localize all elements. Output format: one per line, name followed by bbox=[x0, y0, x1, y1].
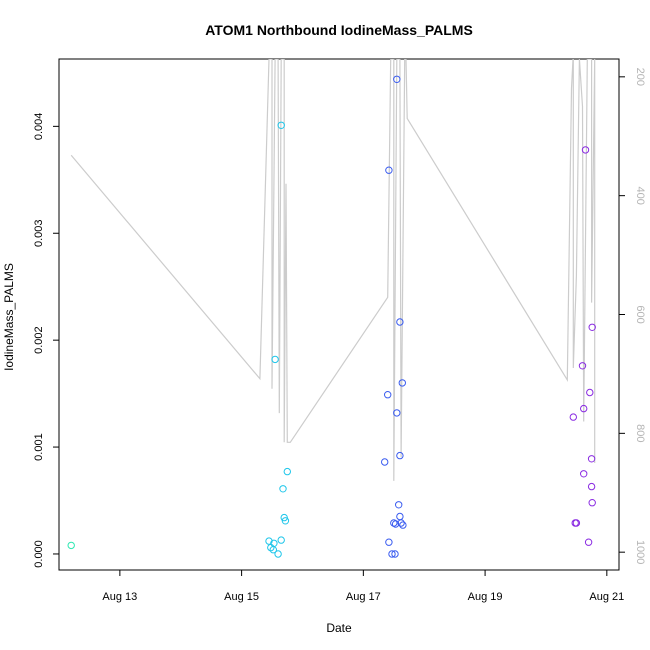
secondary-line-layer bbox=[70, 59, 596, 481]
x-axis-label: Date bbox=[326, 621, 352, 635]
plot-frame bbox=[58, 58, 620, 571]
data-point bbox=[279, 485, 287, 493]
points-layer bbox=[67, 75, 596, 558]
data-point bbox=[580, 470, 588, 478]
secondary-series-line bbox=[70, 59, 596, 481]
data-point bbox=[274, 550, 282, 558]
data-point bbox=[397, 519, 405, 527]
data-point bbox=[271, 355, 279, 364]
data-point bbox=[396, 318, 404, 326]
data-point bbox=[578, 362, 587, 370]
right-axis: 200 400 600 800 1000 bbox=[618, 68, 646, 564]
data-point bbox=[572, 519, 581, 527]
data-point bbox=[265, 537, 273, 545]
x-tick-label: Aug 21 bbox=[589, 591, 624, 603]
data-point bbox=[277, 536, 285, 544]
data-point bbox=[388, 550, 396, 558]
data-point bbox=[385, 166, 393, 174]
right-tick-label: 400 bbox=[634, 186, 646, 204]
data-point bbox=[391, 550, 399, 558]
data-point bbox=[270, 539, 278, 547]
right-tick-label: 800 bbox=[634, 424, 646, 442]
data-point bbox=[580, 404, 588, 413]
data-point bbox=[390, 519, 398, 527]
right-tick-label: 200 bbox=[634, 68, 646, 86]
data-point bbox=[381, 458, 389, 466]
x-tick-label: Aug 17 bbox=[346, 591, 381, 603]
data-point bbox=[384, 391, 392, 399]
y-axis-label: IodineMass_PALMS bbox=[2, 263, 16, 371]
y-axis: 0.000 0.001 0.002 0.003 0.004 bbox=[33, 113, 60, 568]
x-tick-label: Aug 13 bbox=[102, 591, 137, 603]
data-point bbox=[399, 521, 407, 529]
right-tick-label: 1000 bbox=[634, 540, 646, 564]
y-tick-label: 0.002 bbox=[33, 326, 45, 354]
data-point bbox=[281, 517, 290, 525]
x-tick-label: Aug 19 bbox=[468, 591, 503, 603]
y-tick-label: 0.001 bbox=[33, 433, 45, 461]
x-axis: Aug 13 Aug 15 Aug 17 Aug 19 Aug 21 bbox=[102, 569, 624, 603]
data-point bbox=[391, 520, 400, 528]
y-tick-label: 0.003 bbox=[33, 219, 45, 247]
x-tick-label: Aug 15 bbox=[224, 591, 259, 603]
data-point bbox=[385, 538, 393, 546]
data-point bbox=[569, 413, 577, 421]
data-point bbox=[586, 388, 594, 397]
right-tick-label: 600 bbox=[634, 305, 646, 323]
data-point bbox=[67, 541, 75, 550]
data-point bbox=[588, 499, 596, 507]
data-point bbox=[584, 538, 593, 546]
data-point bbox=[398, 379, 406, 387]
data-point bbox=[396, 451, 404, 460]
data-point bbox=[581, 146, 590, 154]
y-tick-label: 0.004 bbox=[33, 113, 45, 141]
data-point bbox=[283, 467, 291, 476]
data-point bbox=[587, 482, 596, 491]
data-point bbox=[393, 75, 401, 84]
data-point bbox=[277, 121, 285, 130]
data-point bbox=[396, 512, 404, 521]
data-point bbox=[588, 323, 596, 331]
data-point bbox=[395, 501, 403, 509]
chart-title: ATOM1 Northbound IodineMass_PALMS bbox=[205, 22, 473, 38]
y-tick-label: 0.000 bbox=[33, 540, 45, 568]
data-point bbox=[280, 513, 288, 522]
data-point bbox=[587, 455, 596, 463]
data-point bbox=[393, 409, 401, 417]
